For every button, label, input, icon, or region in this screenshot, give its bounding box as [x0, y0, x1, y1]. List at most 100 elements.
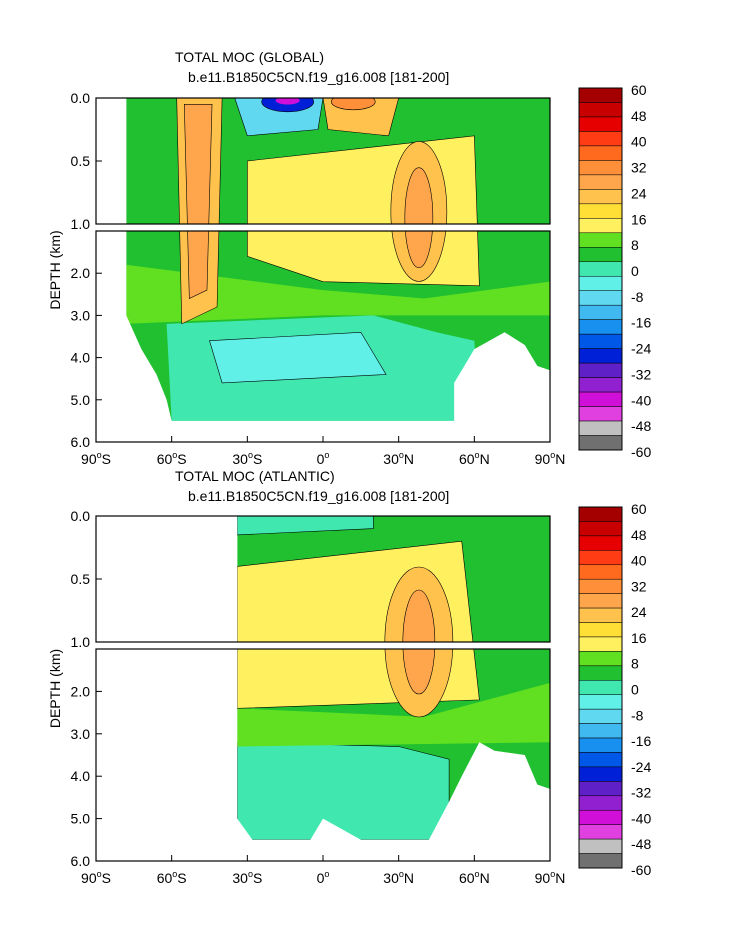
colorbar-label: -48	[631, 836, 651, 852]
colorbar-label: 40	[631, 134, 647, 150]
field-southern-core	[183, 104, 213, 224]
colorbar-swatch	[578, 435, 623, 451]
field-southern-core	[187, 231, 209, 299]
colorbar-swatch	[578, 247, 623, 263]
colorbar-frame	[578, 506, 623, 869]
y-tick-label: 3.0	[71, 726, 91, 742]
colorbar-label: -24	[631, 759, 651, 775]
colorbar-swatch	[578, 795, 623, 811]
colorbar-label: 48	[631, 527, 647, 543]
colorbar-swatch	[578, 333, 623, 349]
y-tick-label: 4.0	[71, 350, 91, 366]
colorbar-swatch	[578, 809, 623, 825]
colorbar-swatch	[578, 348, 623, 364]
moc-panel-global: TOTAL MOC (GLOBAL) b.e11.B1850C5CN.f19_g1…	[47, 49, 651, 467]
x-tick-label: 90oN	[535, 450, 566, 467]
colorbar-swatch	[578, 362, 623, 378]
field-abw	[236, 741, 450, 841]
colorbar-swatch	[578, 116, 623, 132]
colorbar-swatch	[578, 781, 623, 797]
colorbar-swatch	[578, 131, 623, 147]
colorbar-swatch	[578, 87, 623, 103]
colorbar-label: -40	[631, 810, 651, 826]
lower-field	[96, 231, 550, 442]
y-tick-label: 0.5	[71, 153, 91, 169]
colorbar-label: -8	[631, 289, 644, 305]
colorbar-swatch	[578, 723, 623, 739]
colorbar-label: 40	[631, 553, 647, 569]
colorbar-swatch	[578, 377, 623, 393]
field-green	[237, 682, 550, 747]
field-atlantic-core	[402, 589, 436, 642]
colorbar-label: -32	[631, 785, 651, 801]
y-tick-label: 4.0	[71, 768, 91, 784]
moc-panel-atlantic: TOTAL MOC (ATLANTIC) b.e11.B1850C5CN.f19_…	[47, 468, 651, 886]
y-tick-label: 0.0	[71, 508, 91, 524]
colorbar-label: 8	[631, 237, 639, 253]
colorbar-swatch	[578, 203, 623, 219]
upper-field	[96, 98, 550, 224]
chart-subtitle: b.e11.B1850C5CN.f19_g16.008 [181-200]	[188, 69, 449, 85]
field-tropical-neg-core	[261, 98, 314, 113]
x-tick-label: 30oS	[232, 450, 262, 467]
x-tick-label: 60oS	[157, 869, 187, 886]
colorbar-label: -60	[631, 862, 651, 878]
colorbar-swatch	[578, 853, 623, 869]
colorbar-swatch	[578, 550, 623, 566]
colorbar-swatch	[578, 290, 623, 306]
colorbar-swatch	[578, 535, 623, 551]
colorbar-frame	[578, 87, 623, 451]
colorbar-swatch	[578, 102, 623, 118]
colorbar-swatch	[578, 651, 623, 667]
y-axis-label: DEPTH (km)	[47, 230, 63, 309]
colorbar-swatch	[578, 824, 623, 840]
colorbar-label: -16	[631, 315, 651, 331]
field-abyss-core	[209, 331, 387, 384]
x-tick-label: 60oN	[459, 869, 490, 886]
field-northern-core	[405, 231, 433, 268]
y-tick-label: 5.0	[71, 392, 91, 408]
colorbar-swatch	[578, 261, 623, 277]
upper-field	[96, 516, 550, 642]
colorbar-label: 24	[631, 185, 647, 201]
y-tick-label: 1.0	[71, 634, 91, 650]
colorbar-swatch	[578, 506, 623, 522]
y-tick-label: 5.0	[71, 811, 91, 827]
colorbar-swatch	[578, 578, 623, 594]
x-tick-label: 90oN	[535, 869, 566, 886]
y-tick-label: 0.5	[71, 571, 91, 587]
colorbar-swatch	[578, 275, 623, 291]
colorbar-label: 8	[631, 656, 639, 672]
colorbar-label: -24	[631, 341, 651, 357]
colorbar-swatch	[578, 694, 623, 710]
y-tick-label: 3.0	[71, 307, 91, 323]
lower-field	[96, 649, 550, 861]
colorbar-swatch	[578, 622, 623, 638]
colorbar-label: 24	[631, 604, 647, 620]
colorbar-swatch	[578, 636, 623, 652]
colorbar-swatch	[578, 564, 623, 580]
colorbar-label: -60	[631, 444, 651, 460]
seafloor-mask	[96, 98, 127, 224]
colorbar-swatch	[578, 838, 623, 854]
field-atlantic-core	[402, 649, 435, 695]
chart-subtitle: b.e11.B1850C5CN.f19_g16.008 [181-200]	[188, 488, 449, 504]
chart-title: TOTAL MOC (ATLANTIC)	[175, 468, 335, 484]
x-tick-label: 30oN	[383, 450, 414, 467]
colorbar-label: -16	[631, 733, 651, 749]
colorbar-label: 16	[631, 630, 647, 646]
x-tick-label: 0o	[317, 450, 330, 467]
colorbar-swatch	[578, 593, 623, 609]
y-tick-label: 6.0	[71, 853, 91, 869]
colorbar-label: 16	[631, 211, 647, 227]
seafloor-mask	[96, 516, 238, 642]
x-tick-label: 30oS	[232, 869, 262, 886]
colorbar: 60 48 40 32 24 16 8 0 -8 -16 -24 -32 -40 -48 -60	[578, 82, 651, 460]
x-tick-label: 90oS	[81, 869, 111, 886]
colorbar-swatch	[578, 737, 623, 753]
colorbar: 60 48 40 32 24 16 8 0 -8 -16 -24 -32 -40 -48 -60	[578, 501, 651, 878]
colorbar-swatch	[578, 160, 623, 176]
colorbar-swatch	[578, 391, 623, 407]
colorbar-swatch	[578, 218, 623, 234]
